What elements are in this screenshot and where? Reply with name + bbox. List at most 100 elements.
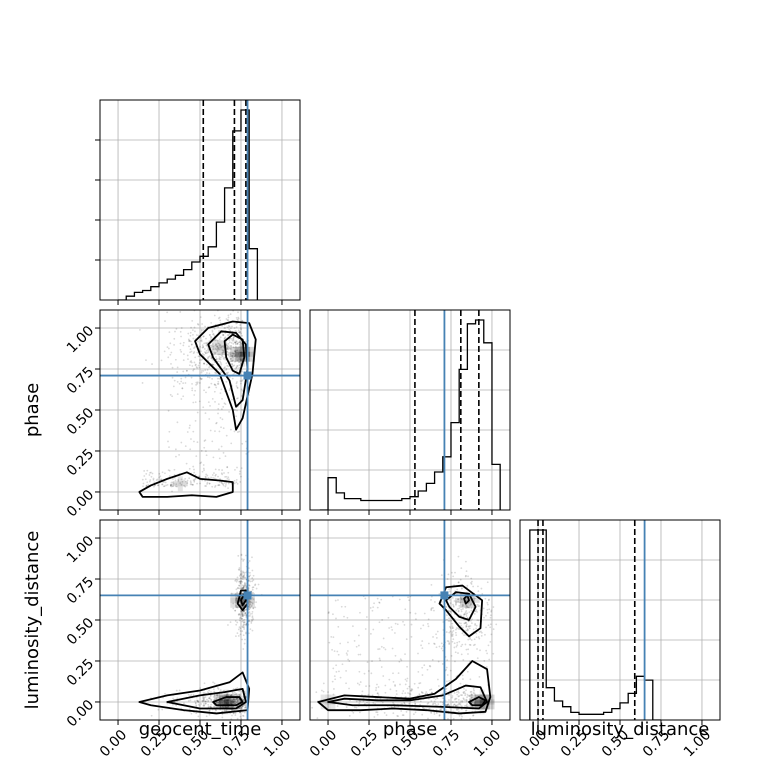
- scatter-point: [193, 440, 195, 443]
- scatter-point: [492, 652, 495, 655]
- scatter-point: [407, 692, 409, 694]
- panel-border: [519, 519, 721, 721]
- scatter-point: [404, 653, 406, 656]
- scatter-point: [234, 349, 237, 352]
- scatter-point: [372, 628, 375, 631]
- scatter-point: [244, 612, 247, 614]
- scatter-point: [236, 621, 239, 624]
- scatter-point: [322, 690, 325, 693]
- scatter-point: [347, 658, 350, 661]
- scatter-point: [480, 631, 483, 634]
- scatter-point: [251, 556, 253, 559]
- scatter-point: [210, 705, 212, 708]
- scatter-point: [234, 360, 236, 363]
- scatter-point: [238, 567, 241, 569]
- panel-frame-2-2: [520, 520, 720, 725]
- scatter-point: [226, 319, 229, 322]
- scatter-point: [233, 430, 236, 433]
- scatter-point: [211, 485, 214, 488]
- scatter-point: [438, 593, 441, 595]
- scatter-point: [486, 601, 489, 604]
- scatter-point: [460, 624, 463, 627]
- scatter-point: [221, 345, 224, 348]
- scatter-point: [466, 693, 469, 696]
- scatter-point: [378, 601, 381, 604]
- scatter-point: [225, 343, 228, 346]
- scatter-point: [242, 698, 245, 701]
- density-cell: [469, 602, 475, 608]
- scatter-point: [196, 367, 199, 369]
- scatter-point: [214, 339, 217, 342]
- scatter-point: [226, 326, 229, 329]
- scatter-point: [186, 354, 189, 357]
- scatter-point: [464, 622, 467, 625]
- scatter-point: [465, 626, 468, 628]
- scatter-point: [322, 682, 325, 685]
- scatter-point: [228, 389, 231, 392]
- scatter-point: [221, 352, 224, 354]
- scatter-point: [243, 571, 246, 574]
- scatter-point: [187, 338, 190, 341]
- scatter-point: [214, 305, 216, 307]
- scatter-point: [421, 640, 424, 642]
- scatter-point: [420, 627, 422, 630]
- scatter-point: [216, 694, 218, 697]
- scatter-point: [467, 620, 470, 623]
- scatter-point: [244, 554, 247, 557]
- scatter-point: [208, 376, 211, 379]
- scatter-point: [236, 365, 239, 368]
- scatter-point: [197, 703, 200, 706]
- density-cell: [223, 699, 229, 705]
- scatter-point: [194, 346, 196, 348]
- scatter-point: [470, 583, 473, 585]
- scatter-point: [197, 364, 200, 367]
- scatter-point: [209, 338, 212, 340]
- scatter-point: [228, 341, 231, 344]
- scatter-point: [236, 381, 238, 383]
- scatter-point: [208, 709, 211, 712]
- scatter-point: [191, 365, 194, 367]
- scatter-point: [235, 326, 238, 329]
- panel-frame-1-1: [310, 310, 510, 515]
- scatter-point: [233, 341, 236, 344]
- scatter-point: [448, 620, 451, 622]
- scatter-point: [392, 701, 394, 704]
- scatter-point: [210, 691, 212, 693]
- scatter-point: [463, 698, 465, 701]
- scatter-point: [238, 361, 240, 364]
- density-cell: [177, 486, 183, 492]
- scatter-point: [488, 598, 490, 601]
- scatter-point: [212, 364, 215, 366]
- scatter-point: [203, 682, 206, 685]
- scatter-point: [192, 369, 195, 372]
- density-cell: [235, 356, 241, 362]
- scatter-point: [228, 347, 231, 349]
- scatter-point: [238, 707, 240, 710]
- scatter-point: [226, 466, 229, 469]
- scatter-point: [440, 707, 443, 710]
- scatter-point: [162, 485, 165, 488]
- scatter-point: [188, 427, 191, 429]
- scatter-point: [200, 703, 203, 705]
- scatter-point: [456, 607, 459, 610]
- scatter-point: [242, 586, 245, 589]
- scatter-point: [242, 575, 245, 578]
- scatter-point: [208, 334, 211, 336]
- scatter-point: [189, 483, 192, 486]
- scatter-point: [226, 693, 229, 696]
- scatter-point: [242, 571, 245, 574]
- scatter-point: [213, 477, 216, 480]
- scatter-point: [467, 648, 470, 651]
- scatter-point: [203, 342, 206, 345]
- scatter-point: [189, 480, 192, 482]
- scatter-point: [248, 584, 251, 587]
- scatter-point: [226, 354, 229, 356]
- scatter-point: [366, 701, 368, 704]
- scatter-point: [248, 575, 250, 578]
- panel-border: [99, 99, 301, 301]
- scatter-point: [239, 357, 242, 360]
- scatter-point: [333, 688, 335, 690]
- scatter-point: [218, 329, 221, 332]
- contour-level: [317, 660, 492, 715]
- scatter-point: [195, 455, 198, 458]
